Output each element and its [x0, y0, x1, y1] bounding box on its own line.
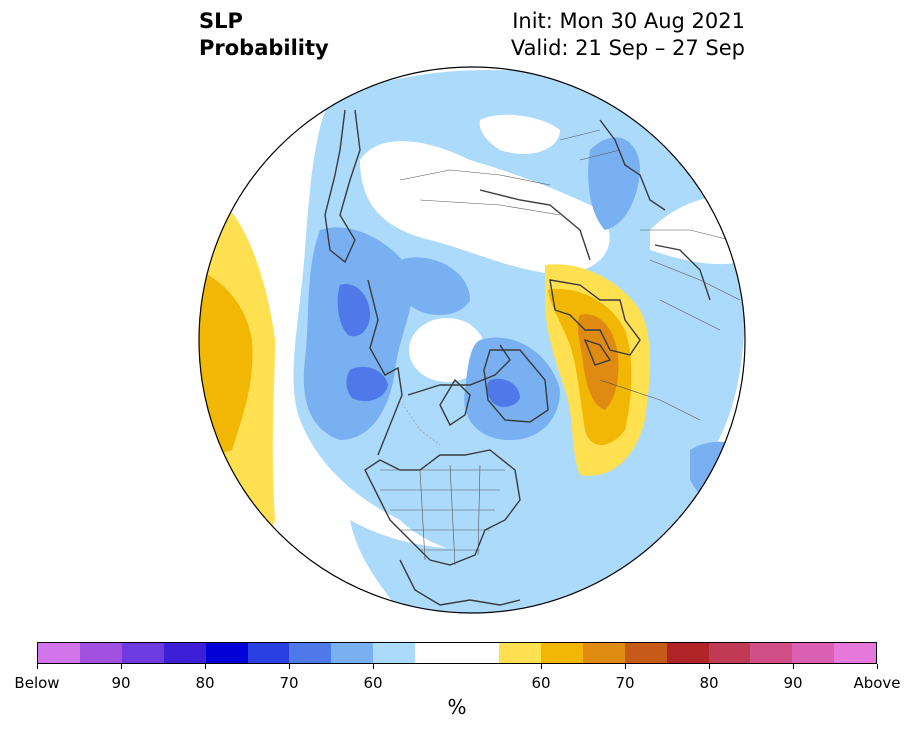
colorbar-tick: [120, 664, 122, 669]
title-line-slp: SLP: [199, 9, 243, 33]
colorbar-segment: [163, 643, 206, 663]
colorbar-tick: [624, 664, 626, 669]
colorbar-segment: [792, 643, 835, 663]
coastlines: [324, 109, 711, 606]
colorbar-tick-label: 90: [111, 674, 131, 692]
white-region-arctic-eurasia: [479, 114, 560, 154]
colorbar-segment: [498, 643, 541, 663]
title-line-probability: Probability: [199, 36, 329, 60]
mid-blue-region-north-pacific: [400, 257, 470, 315]
dark-blue-region-a: [337, 284, 370, 337]
colorbar-segment: [289, 643, 332, 663]
plot-title-variable: SLP Probability: [199, 8, 329, 62]
colorbar-segment: [205, 643, 248, 663]
colorbar-segment: [38, 643, 80, 663]
colorbar-segment: [708, 643, 751, 663]
colorbar-tick: [204, 664, 206, 669]
dark-blue-region-c: [486, 378, 520, 407]
political-borders: [380, 129, 741, 566]
orange-region-east: [577, 314, 619, 410]
colorbar-tick-label: Below: [14, 674, 60, 692]
colorbar-segment: [415, 643, 458, 663]
colorbar-tick: [876, 664, 878, 669]
colorbar-tick: [540, 664, 542, 669]
colorbar-tick-label: 80: [195, 674, 215, 692]
dark-blue-region-b: [346, 366, 388, 402]
white-region-siberia: [360, 141, 610, 275]
colorbar-segment: [457, 643, 499, 663]
white-region-pole: [409, 318, 485, 382]
mid-blue-region-east: [690, 441, 745, 520]
colorbar: [37, 642, 877, 664]
valid-date-label: Valid: 21 Sep – 27 Sep: [510, 36, 745, 60]
colorbar-tick: [708, 664, 710, 669]
colorbar-segment: [750, 643, 793, 663]
colorbar-tick: [792, 664, 794, 669]
colorbar-unit-label: %: [447, 695, 467, 719]
colorbar-segment: [373, 643, 416, 663]
colorbar-segment: [624, 643, 667, 663]
colorbar-tick-label: Above: [853, 674, 901, 692]
colorbar-segment: [666, 643, 709, 663]
colorbar-segment: [121, 643, 164, 663]
colorbar-segment: [540, 643, 583, 663]
colorbar-tick-label: 90: [783, 674, 803, 692]
init-date-label: Init: Mon 30 Aug 2021: [512, 9, 745, 33]
colorbar-tick-label: 70: [279, 674, 299, 692]
graticule: [399, 399, 441, 446]
colorbar-tick: [372, 664, 374, 669]
colorbar-segment: [582, 643, 625, 663]
colorbar-tick: [288, 664, 290, 669]
plot-title-dates: Init: Mon 30 Aug 2021 Valid: 21 Sep – 27…: [511, 8, 745, 62]
map-boundary: [198, 66, 746, 614]
probability-field: [199, 67, 745, 613]
mid-blue-region-scandinavia: [588, 137, 640, 230]
colorbar-tick-label: 80: [699, 674, 719, 692]
colorbar-segment: [834, 643, 877, 663]
colorbar-segment: [331, 643, 374, 663]
colorbar-segment: [247, 643, 290, 663]
colorbar-segment: [79, 643, 122, 663]
gold-region-west: [199, 270, 253, 460]
colorbar-tick-label: 60: [531, 674, 551, 692]
colorbar-tick: [36, 664, 38, 669]
polar-map: [198, 66, 746, 614]
colorbar-tick-label: 70: [615, 674, 635, 692]
colorbar-tick-label: 60: [363, 674, 383, 692]
